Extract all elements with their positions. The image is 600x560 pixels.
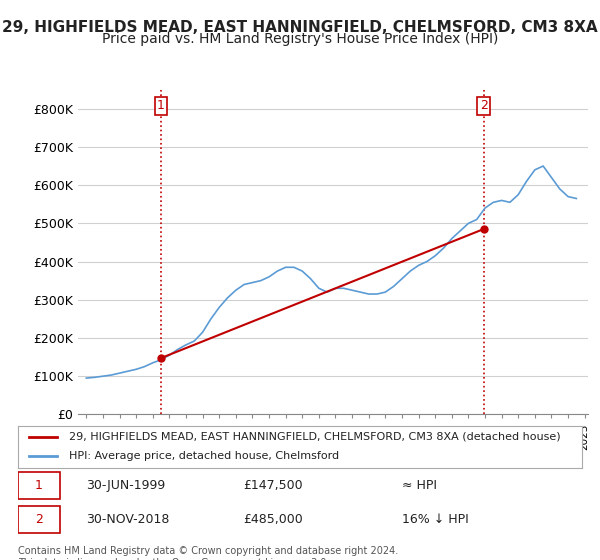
Text: £147,500: £147,500: [244, 479, 303, 492]
Text: HPI: Average price, detached house, Chelmsford: HPI: Average price, detached house, Chel…: [69, 451, 339, 461]
Text: £485,000: £485,000: [244, 513, 304, 526]
FancyBboxPatch shape: [18, 473, 60, 500]
Text: Contains HM Land Registry data © Crown copyright and database right 2024.
This d: Contains HM Land Registry data © Crown c…: [18, 546, 398, 560]
Text: 29, HIGHFIELDS MEAD, EAST HANNINGFIELD, CHELMSFORD, CM3 8XA: 29, HIGHFIELDS MEAD, EAST HANNINGFIELD, …: [2, 20, 598, 35]
Text: 1: 1: [35, 479, 43, 492]
FancyBboxPatch shape: [18, 506, 60, 533]
Text: 29, HIGHFIELDS MEAD, EAST HANNINGFIELD, CHELMSFORD, CM3 8XA (detached house): 29, HIGHFIELDS MEAD, EAST HANNINGFIELD, …: [69, 432, 560, 442]
Text: 30-NOV-2018: 30-NOV-2018: [86, 513, 169, 526]
Text: 2: 2: [479, 99, 488, 113]
Text: 30-JUN-1999: 30-JUN-1999: [86, 479, 165, 492]
Text: 16% ↓ HPI: 16% ↓ HPI: [401, 513, 468, 526]
Text: 1: 1: [157, 99, 165, 113]
Text: ≈ HPI: ≈ HPI: [401, 479, 437, 492]
Text: Price paid vs. HM Land Registry's House Price Index (HPI): Price paid vs. HM Land Registry's House …: [102, 32, 498, 46]
Text: 2: 2: [35, 513, 43, 526]
